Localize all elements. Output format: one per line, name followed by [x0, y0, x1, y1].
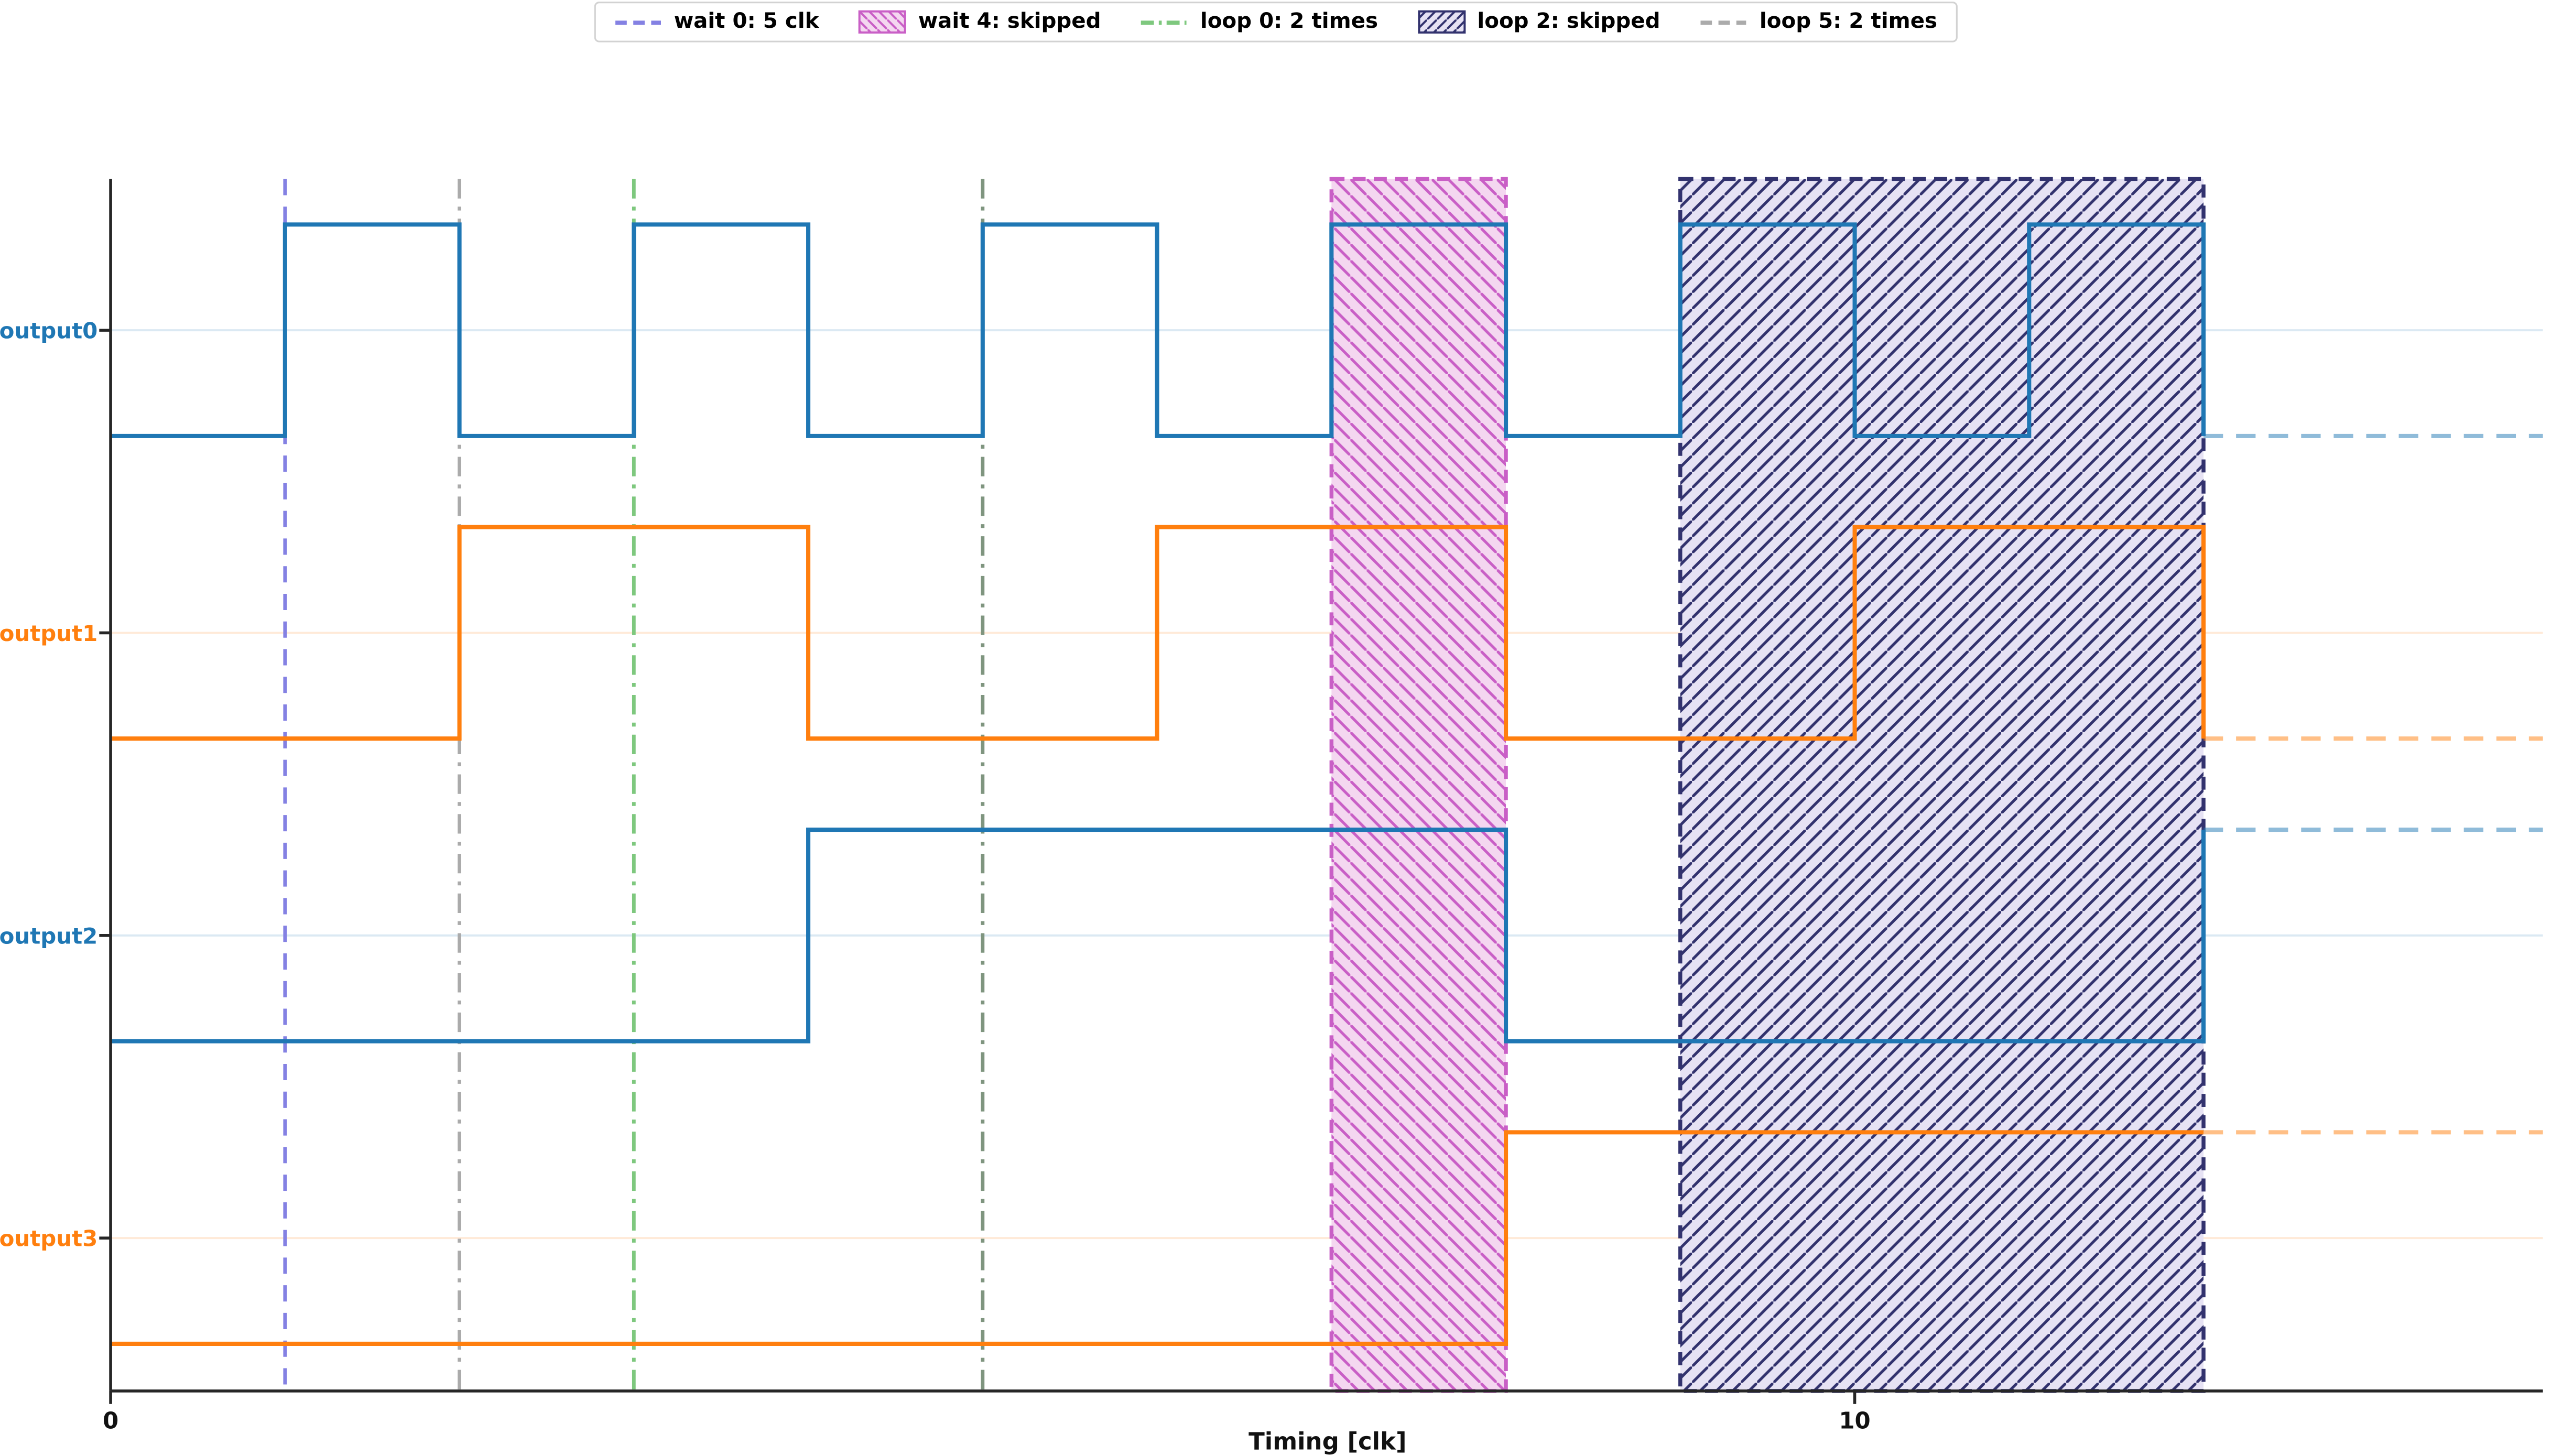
signal-label-output1: output1 — [0, 621, 97, 646]
legend-item-0: wait 0: 5 clk — [614, 9, 819, 35]
skip-region-border-0 — [1329, 177, 1508, 1393]
waveform-output2 — [111, 828, 2206, 1044]
legend-line-swatch-icon — [1142, 20, 1188, 25]
legend: wait 0: 5 clk wait 4: skipped loop 0: 2 ti… — [594, 2, 1957, 42]
axes: 0 10 Timing [clk] output0 output1 output… — [0, 179, 2543, 1455]
signal-label-output3: output3 — [0, 1226, 97, 1252]
legend-label-2: loop 0: 2 times — [1200, 9, 1378, 35]
waveform-output1 — [111, 525, 2206, 741]
skip-region-hatch-1 — [1680, 179, 2204, 1391]
x-axis-label: Timing [clk] — [1249, 1428, 1407, 1455]
legend-patch-swatch-icon — [1417, 10, 1466, 34]
legend-label-1: wait 4: skipped — [918, 9, 1101, 35]
skip-regions — [1329, 177, 2206, 1393]
legend-item-1: wait 4: skipped — [858, 9, 1101, 35]
signal-label-output2: output2 — [0, 923, 97, 949]
legend-item-2: loop 0: 2 times — [1140, 9, 1378, 35]
legend-item-4: loop 5: 2 times — [1699, 9, 1938, 35]
x-tick-label-0: 0 — [103, 1408, 118, 1434]
legend-label-4: loop 5: 2 times — [1759, 9, 1938, 35]
signal-label-output0: output0 — [0, 318, 97, 344]
waveform-output0 — [111, 222, 2206, 438]
skip-region-hatch-0 — [1331, 179, 1506, 1391]
legend-item-3: loop 2: skipped — [1417, 9, 1660, 35]
legend-patch-swatch-icon — [859, 10, 907, 34]
legend-label-0: wait 0: 5 clk — [674, 9, 819, 35]
x-tick-label-10: 10 — [1839, 1408, 1870, 1434]
legend-line-swatch-icon — [1701, 20, 1747, 25]
legend-line-swatch-icon — [615, 20, 661, 25]
waveform-output3 — [111, 1130, 2204, 1346]
legend-label-3: loop 2: skipped — [1477, 9, 1660, 35]
waveforms — [111, 222, 2543, 1346]
